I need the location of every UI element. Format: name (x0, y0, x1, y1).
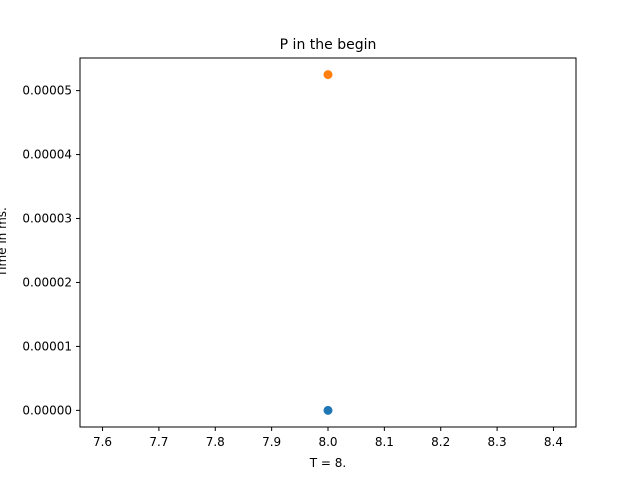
data-point-series-2 (323, 70, 333, 80)
plot-area: 7.6 7.7 7.8 7.9 8.0 8.1 8.2 8.3 8.4 0.000000.000… (22, 57, 577, 449)
y-axis-label: Time in ms. (0, 207, 9, 278)
x-tick-label: 7.9 (262, 435, 281, 449)
y-tick-label: 0.00000 (22, 403, 72, 417)
x-tick-label: 8.0 (318, 435, 337, 449)
x-tick-label: 7.8 (206, 435, 225, 449)
x-axis-ticks: 7.6 7.7 7.8 7.9 8.0 8.1 8.2 8.3 8.4 (93, 427, 563, 449)
y-tick-label: 0.00004 (22, 148, 72, 162)
y-tick-label: 0.00003 (22, 212, 72, 226)
data-points (323, 70, 333, 415)
y-tick-label: 0.00002 (22, 275, 72, 289)
y-tick-label: 0.00001 (22, 339, 72, 353)
x-tick-label: 8.1 (375, 435, 394, 449)
y-tick-label: 0.00005 (22, 84, 72, 98)
plot-frame (79, 57, 577, 428)
x-tick-label: 7.6 (93, 435, 112, 449)
x-tick-label: 8.4 (544, 435, 563, 449)
x-tick-label: 7.7 (149, 435, 168, 449)
x-tick-label: 8.3 (488, 435, 507, 449)
x-tick-label: 8.2 (431, 435, 450, 449)
chart-title: P in the begin (280, 37, 377, 53)
y-axis-ticks: 0.00000 0.00001 0.00002 0.00003 0.00004 0.000… (22, 84, 80, 417)
x-axis-label: T = 8. (309, 456, 346, 470)
data-point-series-1 (323, 405, 333, 415)
